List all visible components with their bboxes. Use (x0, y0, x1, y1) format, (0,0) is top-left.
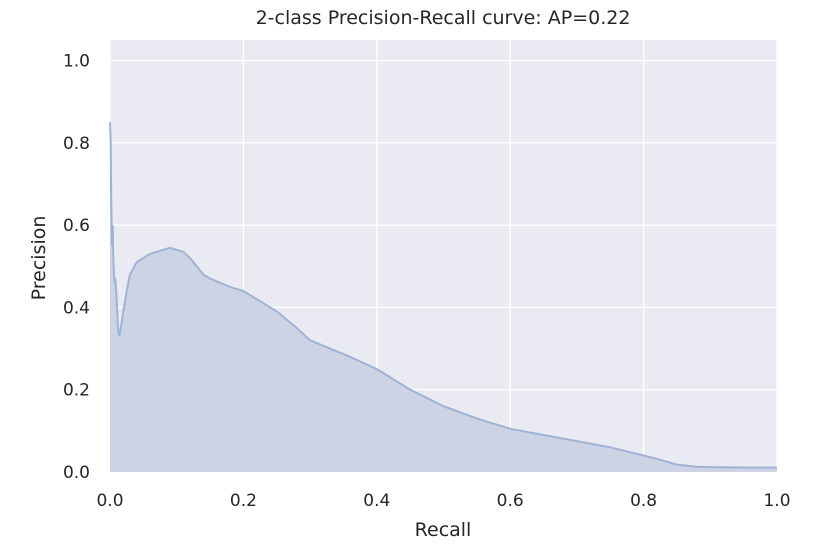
x-axis-ticks: 0.0 0.2 0.4 0.6 0.8 1.0 (96, 491, 790, 511)
chart-title: 2-class Precision-Recall curve: AP=0.22 (256, 7, 631, 29)
x-tick-label: 0.0 (96, 491, 123, 511)
y-tick-label: 1.0 (63, 52, 90, 72)
x-tick-label: 1.0 (763, 491, 790, 511)
pr-curve-fill (110, 122, 777, 473)
y-axis-label: Precision (28, 216, 50, 301)
x-tick-label: 0.8 (630, 491, 657, 511)
y-tick-label: 0.8 (63, 134, 90, 154)
y-tick-label: 0.4 (63, 298, 90, 318)
y-axis-ticks: 0.0 0.2 0.4 0.6 0.8 1.0 (63, 52, 90, 483)
x-tick-label: 0.2 (230, 491, 257, 511)
y-tick-label: 0.6 (63, 216, 90, 236)
y-tick-label: 0.0 (63, 463, 90, 483)
x-axis-label: Recall (415, 519, 472, 541)
x-tick-label: 0.4 (363, 491, 390, 511)
y-tick-label: 0.2 (63, 381, 90, 401)
pr-curve-area (109, 122, 777, 473)
pr-curve-line (109, 122, 777, 469)
x-tick-label: 0.6 (497, 491, 524, 511)
